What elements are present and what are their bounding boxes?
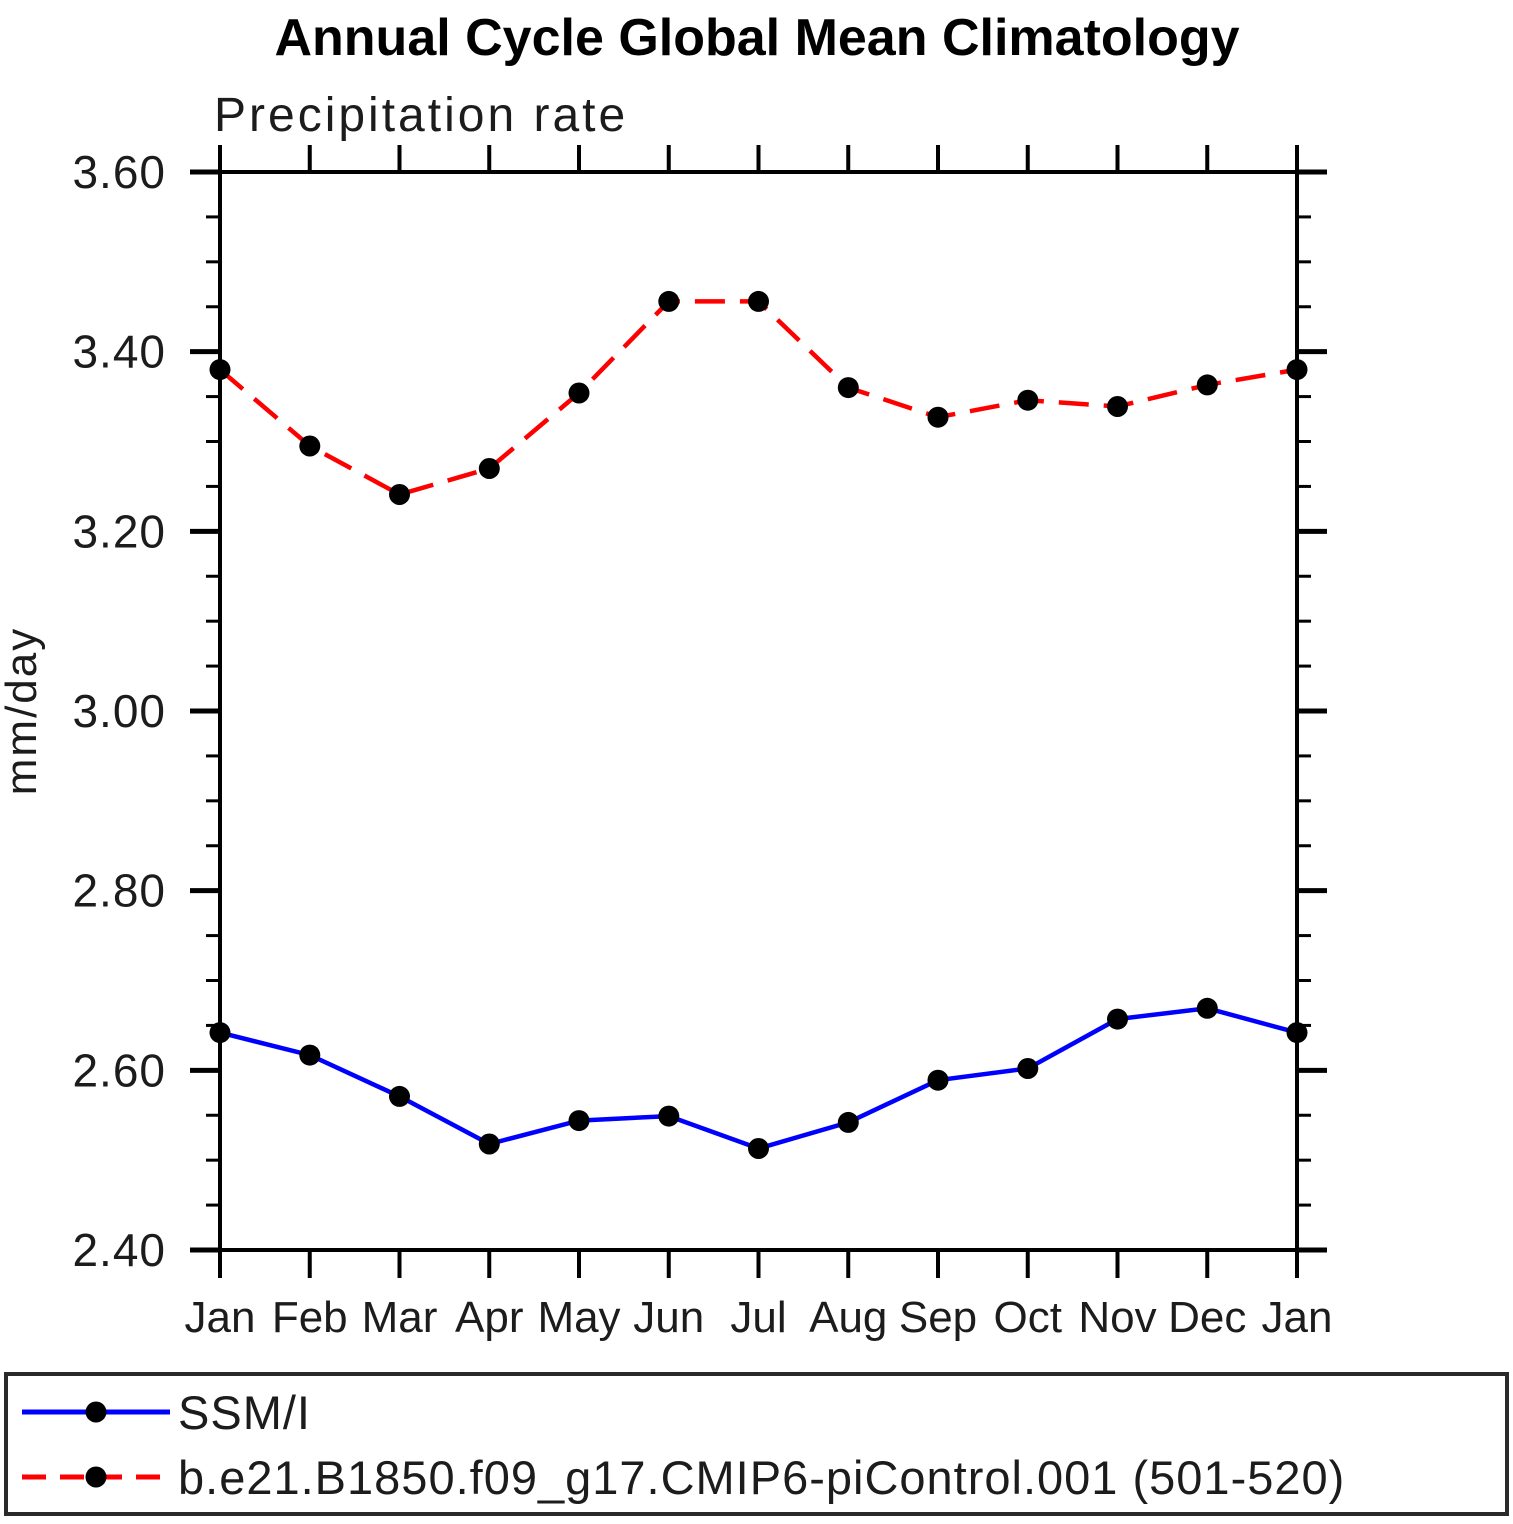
x-tick-label: Jan bbox=[185, 1293, 256, 1342]
legend-box bbox=[4, 1372, 1509, 1516]
data-point bbox=[209, 359, 231, 381]
data-point bbox=[837, 377, 859, 399]
x-tick-label: Jun bbox=[633, 1293, 704, 1342]
data-point bbox=[299, 1044, 321, 1066]
chart-subtitle: Precipitation rate bbox=[214, 89, 628, 142]
data-point bbox=[389, 1085, 410, 1107]
data-point bbox=[1286, 359, 1308, 381]
legend-label-0: SSM/I bbox=[178, 1386, 311, 1439]
y-tick-label: 3.20 bbox=[72, 505, 166, 557]
data-point bbox=[478, 458, 500, 479]
data-point bbox=[1017, 1058, 1039, 1079]
data-point bbox=[1017, 389, 1039, 411]
data-point bbox=[568, 382, 590, 404]
x-tick-label: Jul bbox=[730, 1293, 786, 1342]
data-point bbox=[389, 484, 410, 505]
x-tick-label: Mar bbox=[362, 1293, 438, 1342]
x-tick-label: Dec bbox=[1168, 1293, 1246, 1342]
data-point bbox=[1286, 1022, 1308, 1044]
data-point bbox=[837, 1111, 859, 1133]
data-point bbox=[1107, 1008, 1128, 1030]
data-point bbox=[1196, 997, 1218, 1019]
x-tick-label: Oct bbox=[994, 1293, 1062, 1342]
legend-label-1: b.e21.B1850.f09_g17.CMIP6-piControl.001 … bbox=[178, 1451, 1345, 1504]
data-point bbox=[1196, 374, 1218, 396]
data-point bbox=[927, 406, 949, 428]
data-point bbox=[748, 1138, 769, 1159]
y-tick-label: 3.60 bbox=[72, 146, 166, 198]
data-point bbox=[299, 435, 321, 457]
legend-marker-1 bbox=[85, 1466, 107, 1488]
x-tick-label: Sep bbox=[899, 1293, 977, 1342]
y-tick-label: 3.00 bbox=[72, 685, 166, 737]
x-tick-label: Aug bbox=[809, 1293, 887, 1342]
y-tick-label: 3.40 bbox=[72, 326, 166, 378]
x-tick-label: Nov bbox=[1078, 1293, 1156, 1342]
y-tick-label: 2.40 bbox=[72, 1224, 166, 1276]
data-point bbox=[1107, 396, 1128, 417]
y-tick-label: 2.80 bbox=[72, 865, 166, 917]
data-point bbox=[568, 1110, 590, 1132]
data-point bbox=[748, 290, 769, 312]
y-axis-label: mm/day bbox=[0, 627, 46, 795]
data-point bbox=[209, 1022, 231, 1044]
x-tick-label: Feb bbox=[272, 1293, 348, 1342]
data-point bbox=[927, 1069, 949, 1091]
y-tick-label: 2.60 bbox=[72, 1044, 166, 1096]
legend-marker-0 bbox=[85, 1401, 107, 1423]
data-point bbox=[658, 1105, 680, 1127]
data-point bbox=[658, 290, 680, 312]
x-tick-label: Jan bbox=[1262, 1293, 1333, 1342]
data-point bbox=[478, 1133, 500, 1155]
x-tick-label: Apr bbox=[455, 1293, 523, 1342]
x-tick-label: May bbox=[537, 1293, 620, 1342]
chart-title: Annual Cycle Global Mean Climatology bbox=[274, 9, 1239, 67]
